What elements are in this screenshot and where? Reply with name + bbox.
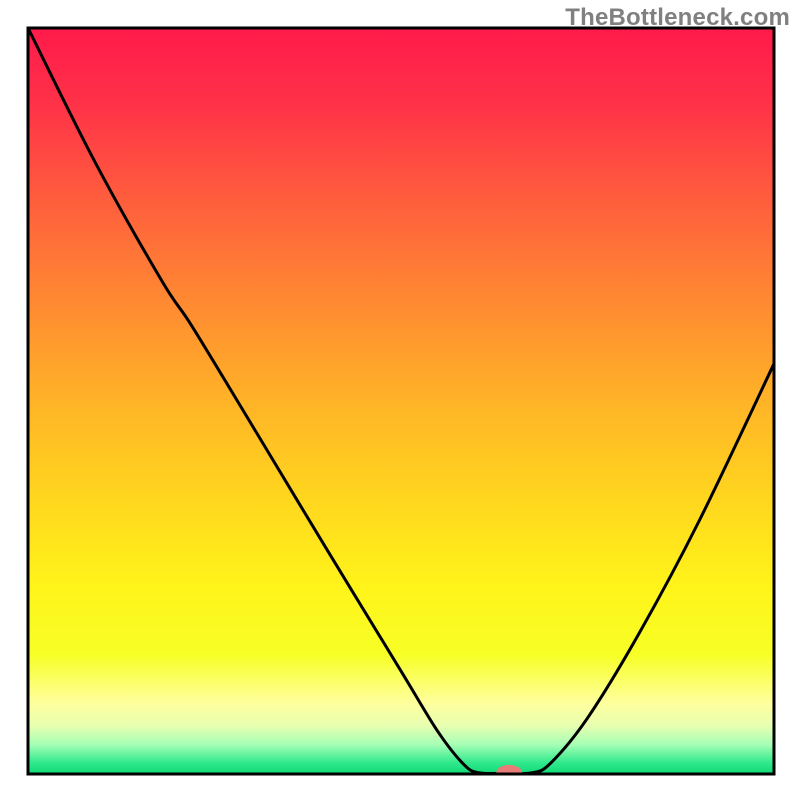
chart-stage: TheBottleneck.com [0, 0, 800, 800]
bottleneck-chart [0, 0, 800, 800]
watermark-text: TheBottleneck.com [565, 4, 790, 32]
gradient-background [28, 28, 774, 774]
